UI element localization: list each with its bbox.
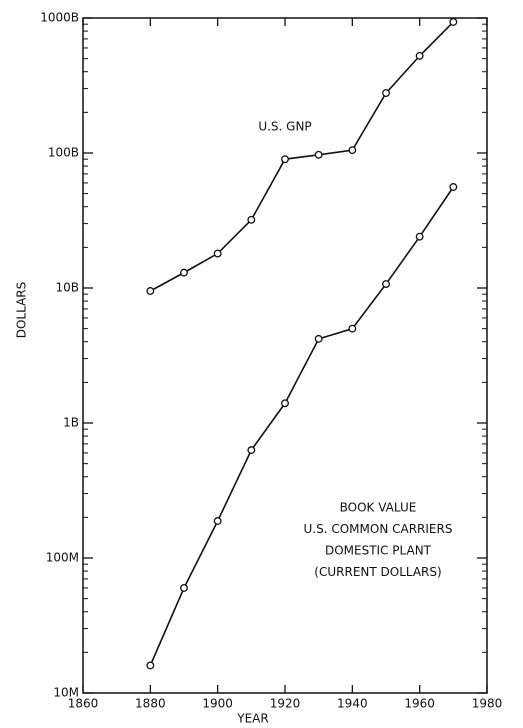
x-tick-label: 1940 [337,697,368,711]
data-point [213,249,222,258]
data-point [180,268,188,277]
data-point [281,399,289,408]
data-point [314,334,323,343]
y-tick-label: 10M [53,686,79,700]
annotation: U.S. COMMON CARRIERS [304,522,453,536]
data-point [449,183,458,191]
series-line [149,186,454,666]
series-line [149,21,454,292]
y-tick-label: 1000B [40,11,79,25]
data-point [247,215,256,224]
data-point [449,17,458,26]
data-point [281,155,289,164]
y-tick-label: 1B [63,416,79,430]
annotation: (CURRENT DOLLARS) [314,565,441,579]
x-axis-label: YEAR [236,712,268,726]
annotation: DOMESTIC PLANT [325,544,432,558]
x-tick-label: 1860 [68,697,99,711]
x-tick-label: 1980 [472,697,503,711]
annotation: U.S. GNP [258,120,311,134]
data-point [348,324,357,333]
y-tick-label: 100M [46,551,79,565]
y-tick-label: 100B [48,146,79,160]
y-tick-label: 10B [55,281,79,295]
x-tick-label: 1880 [135,697,166,711]
x-tick-label: 1900 [202,697,233,711]
data-point [180,583,188,592]
data-point [382,89,390,98]
data-point [348,146,357,155]
data-point [247,446,256,455]
x-tick-label: 1920 [270,697,301,711]
data-point [314,150,323,159]
data-point [146,287,155,295]
y-axis-label: DOLLARS [15,282,29,339]
annotation: BOOK VALUE [340,501,417,515]
data-point [146,661,155,670]
x-tick-label: 1960 [404,697,435,711]
data-point [415,232,424,241]
data-point [382,280,390,288]
data-point [415,51,424,60]
data-point [213,517,222,525]
